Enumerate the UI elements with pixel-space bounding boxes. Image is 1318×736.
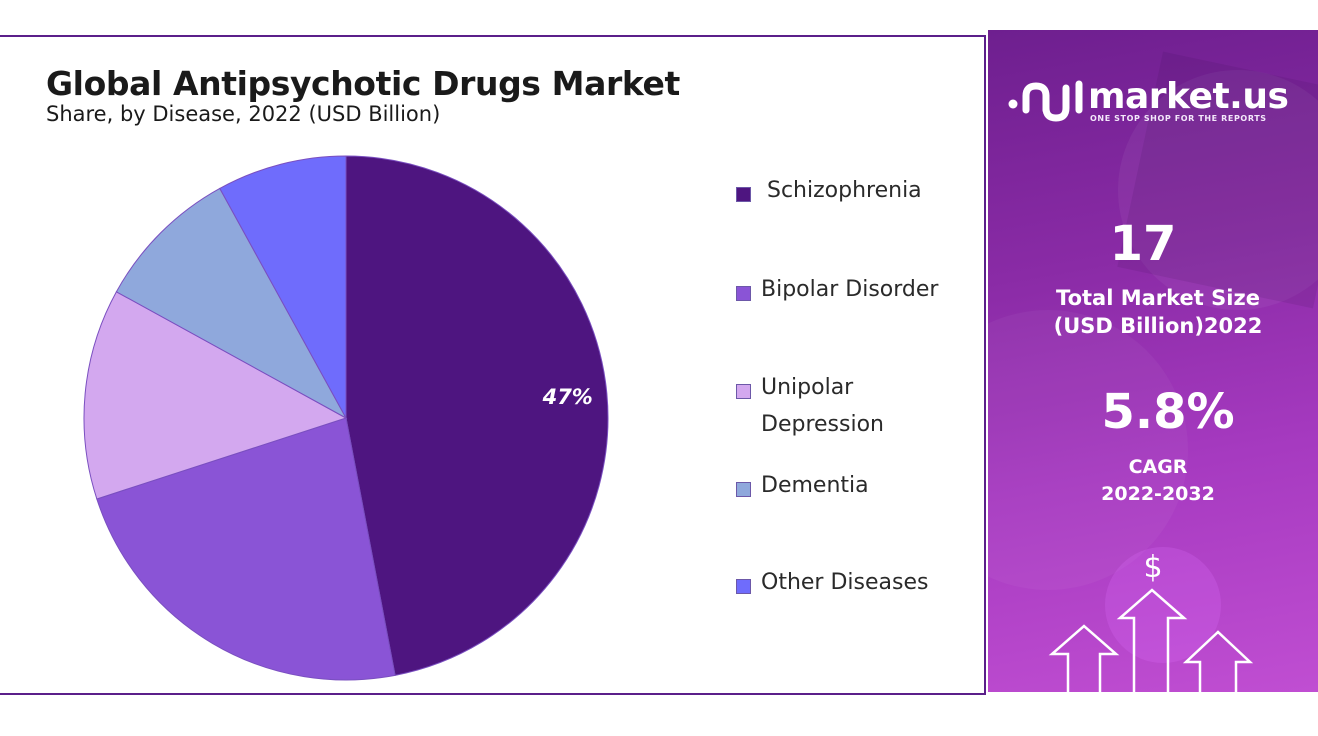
market-size-label-line1: Total Market Size	[1056, 286, 1260, 310]
legend-swatch-schizophrenia	[736, 187, 751, 202]
legend-label-other-diseases: Other Diseases	[761, 570, 929, 595]
legend-item-schizophrenia: Schizophrenia	[736, 178, 976, 209]
legend-label-unipolar-line1: Unipolar	[761, 375, 854, 400]
cagr-value: 5.8%	[1101, 384, 1235, 440]
legend-swatch-dementia	[736, 482, 751, 497]
market-size-value: 17	[1109, 216, 1177, 272]
legend-label-bipolar-disorder: Bipolar Disorder	[761, 277, 939, 302]
pie-slice-dementia	[115, 187, 348, 420]
pie-slice-unipolar-depression	[83, 291, 348, 500]
legend-item-dementia: Dementia	[736, 473, 976, 504]
market-size-label-line2: (USD Billion)2022	[1053, 314, 1263, 338]
legend-label-unipolar-depression: Unipolar Depression	[761, 369, 884, 443]
up-arrow-icon	[1048, 588, 1254, 692]
brand-tagline: ONE STOP SHOP FOR THE REPORTS	[1090, 114, 1267, 123]
chart-subtitle: Share, by Disease, 2022 (USD Billion)	[46, 102, 441, 126]
market-summary-panel: market.us ONE STOP SHOP FOR THE REPORTS …	[988, 30, 1318, 692]
chart-title: Global Antipsychotic Drugs Market	[46, 64, 680, 103]
legend-swatch-bipolar-disorder	[736, 286, 751, 301]
legend-item-bipolar-disorder: Bipolar Disorder	[736, 277, 976, 308]
legend-item-other-diseases: Other Diseases	[736, 570, 976, 601]
market-us-logo-icon	[1008, 80, 1083, 122]
brand-name: market.us	[1088, 76, 1289, 117]
legend-item-unipolar-depression: Unipolar Depression	[736, 375, 976, 443]
legend-swatch-other-diseases	[736, 579, 751, 594]
side-panel-decoration	[988, 51, 1318, 692]
pie-slice-other-diseases	[219, 155, 347, 419]
cagr-period: 2022-2032	[1101, 483, 1215, 505]
data-label-schizophrenia: 47%	[542, 385, 593, 409]
cagr-label: CAGR	[1128, 456, 1188, 478]
legend-swatch-unipolar-depression	[736, 384, 751, 399]
legend-label-dementia: Dementia	[761, 473, 869, 498]
legend-label-schizophrenia: Schizophrenia	[767, 178, 922, 203]
pie-slice-schizophrenia	[345, 155, 609, 676]
legend-label-unipolar-line2: Depression	[761, 412, 884, 437]
pie-slice-bipolar-disorder	[96, 417, 396, 681]
pie-chart: 47%	[83, 155, 609, 681]
dollar-icon: $	[1143, 550, 1163, 585]
